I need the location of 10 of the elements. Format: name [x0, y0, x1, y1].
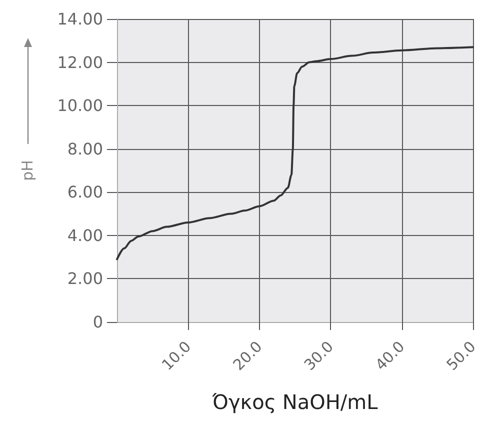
- y-tick-label: 0: [92, 312, 103, 332]
- y-tick-label: 14.00: [57, 10, 103, 28]
- y-tick-label: 8.00: [67, 139, 103, 158]
- y-tick-label: 2.00: [67, 269, 103, 288]
- y-tick-label: 6.00: [67, 182, 103, 202]
- y-tick-label: 4.00: [67, 226, 103, 245]
- x-axis-title: Όγκος NaOH/mL: [211, 390, 379, 414]
- y-tick-label: 10.00: [57, 96, 103, 116]
- y-tick-label: 12.00: [57, 52, 103, 72]
- y-axis-title: pH: [18, 160, 36, 181]
